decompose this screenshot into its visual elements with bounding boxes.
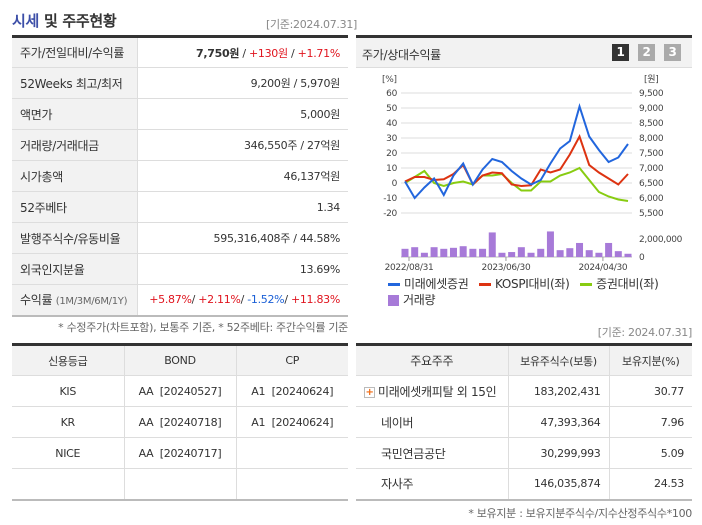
volume-bar xyxy=(614,251,622,257)
volume-bar xyxy=(595,252,603,257)
table-row: 외국인지분율 13.69% xyxy=(12,253,348,285)
holders-note: * 보유지분 : 보유지분주식수/지수산정주식수*100 xyxy=(468,507,692,520)
info-note: * 수정주가(차트포함), 보통주 기준, * 52주베타: 주간수익률 기준 xyxy=(58,321,348,334)
right-tick-label: 8,500 xyxy=(639,119,664,129)
left-tick-label: 30 xyxy=(386,134,397,144)
left-tick-label: -20 xyxy=(383,209,397,219)
shareholder-name: 자사주 xyxy=(356,468,509,500)
volume-bar xyxy=(411,247,419,257)
volume-bar xyxy=(508,252,516,257)
series-line xyxy=(404,134,629,188)
volume-bar xyxy=(440,248,448,257)
table-row: 국민연금공단 30,299,993 5.09 xyxy=(356,437,692,469)
right-unit: [원] xyxy=(644,74,658,85)
legend-item: 증권대비(좌) xyxy=(580,277,659,291)
page-3-button[interactable]: 3 xyxy=(664,44,681,61)
volume-bar xyxy=(420,252,428,257)
table-row xyxy=(12,468,348,500)
table-row: 발행주식수/유동비율 595,316,408주 / 44.58% xyxy=(12,222,348,254)
price-info-table: 주가/전일대비/수익률 7,750원 / +130원 / +1.71% 52Wee… xyxy=(12,35,348,317)
x-tick-label: 2023/06/30 xyxy=(482,263,531,273)
major-shareholders-table: 주요주주 보유주식수(보통) 보유지분(%) + 미래에셋캐피탈 외 15인 183,2… xyxy=(356,343,692,501)
chart-panel: 주가/상대수익률 1 2 3 xyxy=(356,35,692,310)
shareholder-name: 국민연금공단 xyxy=(356,437,509,469)
volume-bar xyxy=(401,248,409,257)
volume-bar xyxy=(624,253,632,257)
right-tick-label: 7,000 xyxy=(639,164,664,174)
page-2-button[interactable]: 2 xyxy=(638,44,655,61)
table-row: 자사주 146,035,874 24.53 xyxy=(356,468,692,500)
shareholder-name[interactable]: + 미래에셋캐피탈 외 15인 xyxy=(356,375,509,407)
left-tick-label: 10 xyxy=(386,164,397,174)
holders-basis: [기준: 2024.07.31] xyxy=(597,326,693,339)
right-tick-label: 5,500 xyxy=(639,209,664,219)
table-row: 시가총액 46,137억원 xyxy=(12,160,348,192)
table-row: 52Weeks 최고/최저 9,200원 / 5,970원 xyxy=(12,67,348,99)
volume-bar xyxy=(585,250,593,257)
left-tick-label: 40 xyxy=(386,119,397,129)
table-row: KIS AA [20240527] A1 [20240624] xyxy=(12,375,348,407)
volume-bar xyxy=(576,242,584,257)
volume-tick-label: 0 xyxy=(639,253,645,263)
volume-bar xyxy=(517,247,525,257)
table-row: 네이버 47,393,364 7.96 xyxy=(356,406,692,438)
volume-bar xyxy=(430,247,438,257)
table-row: 거래량/거래대금 346,550주 / 27억원 xyxy=(12,129,348,161)
volume-bar xyxy=(566,248,574,257)
series-line xyxy=(404,103,629,200)
chart-title: 주가/상대수익률 xyxy=(362,48,441,62)
expand-icon[interactable]: + xyxy=(364,386,375,398)
left-tick-label: 50 xyxy=(386,104,397,114)
right-tick-label: 9,000 xyxy=(639,104,664,114)
right-tick-label: 7,500 xyxy=(639,149,664,159)
volume-bar xyxy=(498,252,506,257)
left-tick-label: 0 xyxy=(392,179,398,189)
left-tick-label: 60 xyxy=(386,89,397,99)
volume-bar xyxy=(527,252,535,257)
volume-bar xyxy=(546,231,554,257)
volume-bar xyxy=(479,248,487,257)
table-row: 주가/전일대비/수익률 7,750원 / +130원 / +1.71% xyxy=(12,36,348,68)
volume-bar xyxy=(556,250,564,257)
right-tick-label: 8,000 xyxy=(639,134,664,144)
x-tick-label: 2022/08/31 xyxy=(385,263,434,273)
table-row: 52주베타 1.34 xyxy=(12,191,348,223)
table-row: 액면가 5,000원 xyxy=(12,98,348,130)
chart-legend: 미래에셋증권 KOSPI대비(좌) 증권대비(좌) 거래량 xyxy=(388,276,688,308)
page-1-button[interactable]: 1 xyxy=(612,44,629,61)
table-row: 수익률 (1M/3M/6M/1Y) +5.87%/ +2.11%/ -1.52%/… xyxy=(12,284,348,316)
right-tick-label: 6,000 xyxy=(639,194,664,204)
left-tick-label: -10 xyxy=(383,194,397,204)
volume-bar xyxy=(488,232,496,257)
right-tick-label: 9,500 xyxy=(639,89,664,99)
table-row: NICE AA [20240717] xyxy=(12,437,348,469)
credit-rating-table: 신용등급 BOND CP KIS AA [20240527] A1 [20240624]… xyxy=(12,343,348,501)
price-chart: [%] [원] 60 9,500 50 9,000 40 8,500 30 8,000 20 7,50… xyxy=(382,74,683,273)
left-tick-label: 20 xyxy=(386,149,397,159)
x-tick-label: 2024/04/30 xyxy=(578,263,627,273)
basis-date: [기준:2024.07.31] xyxy=(266,18,358,31)
shareholder-name: 네이버 xyxy=(356,406,509,438)
volume-bar xyxy=(605,242,613,257)
right-tick-label: 6,500 xyxy=(639,179,664,189)
legend-item: KOSPI대비(좌) xyxy=(479,277,570,291)
volume-tick-label: 2,000,000 xyxy=(639,235,683,245)
legend-item: 거래량 xyxy=(388,293,436,307)
table-row: + 미래에셋캐피탈 외 15인 183,202,431 30.77 xyxy=(356,375,692,407)
table-row: KR AA [20240718] A1 [20240624] xyxy=(12,406,348,438)
volume-bar xyxy=(537,248,545,257)
series-line xyxy=(404,166,629,202)
left-unit: [%] xyxy=(382,75,397,85)
section-title: 시세 및 주주현황 xyxy=(12,12,117,30)
volume-bar xyxy=(459,246,467,257)
volume-bar xyxy=(469,248,477,257)
legend-item: 미래에셋증권 xyxy=(388,277,469,291)
volume-bar xyxy=(449,247,457,257)
